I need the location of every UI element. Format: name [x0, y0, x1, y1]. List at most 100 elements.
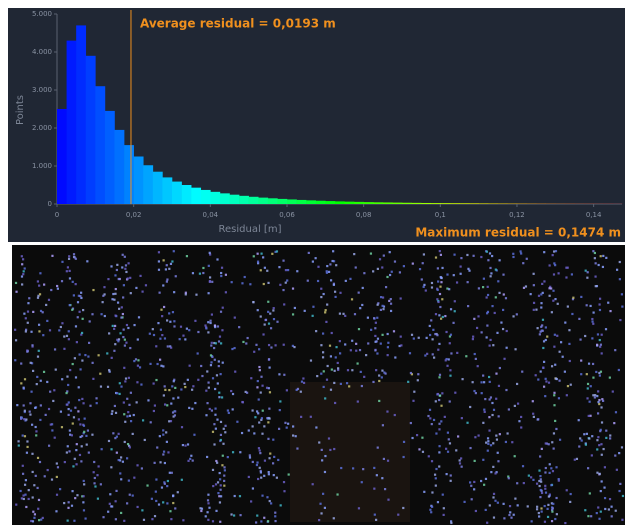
- point: [15, 282, 17, 284]
- point: [268, 473, 270, 475]
- point: [141, 509, 143, 511]
- point: [217, 492, 219, 494]
- point: [540, 370, 542, 372]
- point: [114, 405, 116, 407]
- x-tick-label: 0,08: [356, 211, 372, 219]
- point: [166, 319, 168, 321]
- bar: [114, 130, 124, 204]
- point: [224, 431, 226, 433]
- point: [124, 421, 126, 423]
- point: [600, 255, 602, 257]
- point: [279, 400, 281, 402]
- point: [127, 327, 129, 329]
- point: [28, 498, 30, 500]
- point: [130, 420, 132, 422]
- point: [254, 416, 256, 418]
- point: [495, 435, 497, 437]
- point: [111, 505, 113, 507]
- point: [502, 309, 504, 311]
- point: [40, 404, 42, 406]
- point: [34, 513, 36, 515]
- point: [132, 433, 134, 435]
- point: [381, 376, 383, 378]
- point: [322, 351, 324, 353]
- point: [32, 520, 34, 522]
- point: [232, 408, 234, 410]
- point: [375, 322, 377, 324]
- point: [322, 356, 324, 358]
- point: [94, 485, 96, 487]
- point: [293, 346, 295, 348]
- point: [25, 506, 27, 508]
- point: [177, 491, 179, 493]
- point: [325, 309, 327, 311]
- point: [410, 422, 412, 424]
- point: [594, 257, 596, 259]
- point: [489, 345, 491, 347]
- point: [78, 399, 80, 401]
- point: [194, 320, 196, 322]
- point: [209, 280, 211, 282]
- point: [15, 504, 17, 506]
- point: [223, 466, 225, 468]
- point: [477, 434, 479, 436]
- point: [60, 411, 62, 413]
- bar: [459, 203, 469, 204]
- point: [167, 345, 169, 347]
- bar: [249, 197, 259, 204]
- point: [417, 373, 419, 375]
- bar: [316, 201, 326, 204]
- point: [556, 513, 558, 515]
- point: [329, 449, 331, 451]
- point: [213, 443, 215, 445]
- point: [335, 346, 337, 348]
- point: [598, 518, 600, 520]
- point: [263, 475, 265, 477]
- point: [541, 283, 543, 285]
- point: [300, 416, 302, 418]
- point: [263, 517, 265, 519]
- point: [333, 284, 335, 286]
- point: [169, 321, 171, 323]
- point: [269, 391, 271, 393]
- point: [600, 511, 602, 513]
- point: [384, 372, 386, 374]
- point: [581, 439, 583, 441]
- point: [127, 411, 129, 413]
- point: [160, 329, 162, 331]
- point: [549, 463, 551, 465]
- point: [137, 359, 139, 361]
- point: [447, 451, 449, 453]
- point: [440, 420, 442, 422]
- point: [469, 406, 471, 408]
- point: [374, 335, 376, 337]
- point: [597, 401, 599, 403]
- point: [478, 287, 480, 289]
- point: [429, 409, 431, 411]
- point: [267, 282, 269, 284]
- point: [220, 495, 222, 497]
- point: [523, 287, 525, 289]
- point: [597, 506, 599, 508]
- point: [482, 422, 484, 424]
- point: [212, 431, 214, 433]
- point: [126, 398, 128, 400]
- point: [558, 380, 560, 382]
- point: [206, 456, 208, 458]
- point: [432, 353, 434, 355]
- point: [161, 486, 163, 488]
- point: [38, 499, 40, 501]
- point: [579, 338, 581, 340]
- point: [255, 344, 257, 346]
- point: [505, 297, 507, 299]
- point: [598, 403, 600, 405]
- point: [357, 400, 359, 402]
- point: [588, 415, 590, 417]
- point: [285, 282, 287, 284]
- point: [437, 301, 439, 303]
- point: [161, 315, 163, 317]
- point: [348, 385, 350, 387]
- point: [492, 344, 494, 346]
- point: [591, 435, 593, 437]
- point: [578, 318, 580, 320]
